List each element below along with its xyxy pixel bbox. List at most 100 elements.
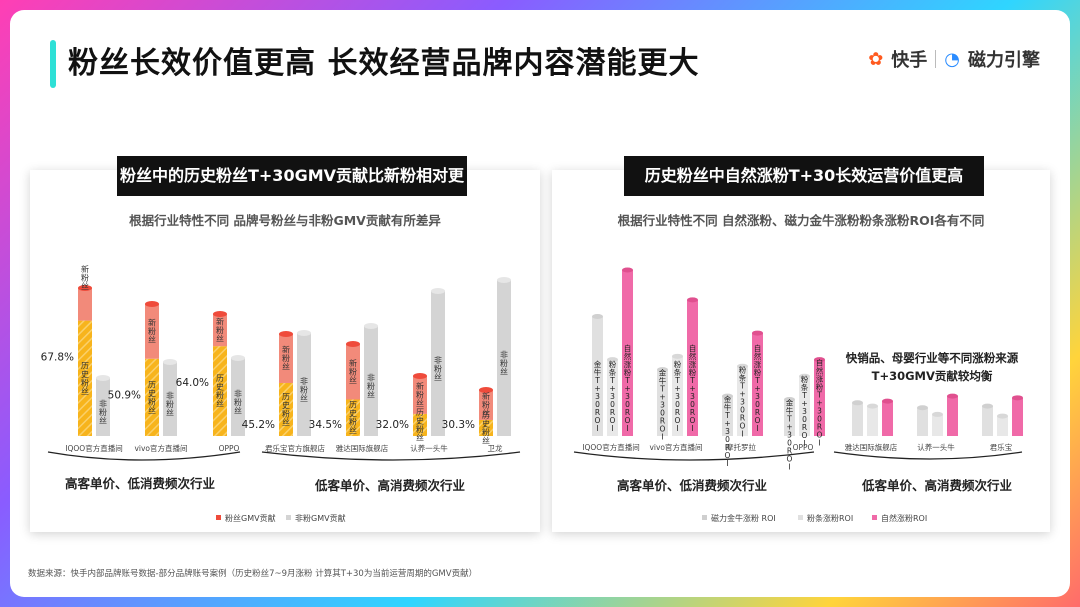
roi-bar <box>867 406 878 436</box>
roi-bar-cap <box>867 403 878 409</box>
group-bracket <box>573 451 815 461</box>
hist-fan-bar <box>145 358 159 436</box>
pct-label: 30.3% <box>442 419 475 431</box>
legend-label: 粉条涨粉ROI <box>807 513 853 523</box>
new-fan-bar <box>479 390 493 420</box>
roi-bar <box>607 359 618 436</box>
hist-fan-bar <box>279 382 293 436</box>
roi-bar-label: 自然涨粉 T +3 0 R O I <box>816 358 824 448</box>
roi-bar-cap <box>932 411 943 417</box>
hist-fan-bar <box>479 419 493 436</box>
new-fan-bar <box>78 288 92 321</box>
new-fan-label: 新粉丝 <box>216 316 224 343</box>
group-label: 低客单价、高消费频次行业 <box>314 478 466 493</box>
nonfan-bar-cap <box>96 375 110 381</box>
roi-bar-cap <box>752 330 763 336</box>
category-label: IQOO官方直播间 <box>582 442 639 452</box>
roi-bar-cap <box>592 313 603 319</box>
hist-fan-label: 历史粉丝 <box>81 361 89 396</box>
roi-bar-label: 自然涨粉 T +3 0 R O I <box>624 343 632 433</box>
group-bracket <box>261 451 521 461</box>
legend-swatch-fan <box>216 515 221 520</box>
new-fan-bar <box>213 314 227 347</box>
group-bracket <box>833 451 1023 460</box>
roi-bar-cap <box>1012 395 1023 401</box>
roi-bar-label: 自然涨粉 T +3 0 R O I <box>689 343 697 433</box>
new-fan-bar <box>145 304 159 359</box>
legend-label-fan: 粉丝GMV贡献 <box>225 513 276 523</box>
roi-bar <box>672 356 683 436</box>
cili-logo-icon: ◔ <box>944 48 960 70</box>
new-fan-label: 新粉丝 <box>416 381 424 408</box>
category-label: 卫龙 <box>488 443 503 453</box>
roi-bar-cap <box>687 297 698 303</box>
chart-panel-left: 粉丝中的历史粉丝T+30GMV贡献比新粉相对更强 根据行业特性不同 品牌号粉丝与… <box>30 156 540 532</box>
nonfan-bar <box>297 333 311 436</box>
roi-bar-label: 粉条 T +3 0 R O I <box>801 374 809 448</box>
new-fan-bar-cap <box>213 311 227 317</box>
new-fan-label: 新粉丝 <box>482 391 490 418</box>
legend-swatch <box>702 515 707 520</box>
category-label: IQOO官方直播间 <box>65 443 122 453</box>
roi-bar-label: 粉条 T +3 0 R O I <box>674 359 682 433</box>
new-fan-label: 新粉丝 <box>282 345 290 372</box>
chart-title-left: 粉丝中的历史粉丝T+30GMV贡献比新粉相对更强 <box>117 156 467 225</box>
pct-label: 50.9% <box>108 390 141 402</box>
nonfan-bar <box>231 358 245 436</box>
legend-label-nonfan: 非粉GMV贡献 <box>295 513 346 523</box>
category-label: 摩托罗拉 <box>726 442 756 452</box>
new-fan-bar-cap <box>279 331 293 337</box>
nonfan-label: 非粉丝 <box>300 376 308 403</box>
roi-bar-label: 粉条 T +3 0 R O I <box>739 364 747 438</box>
legend-swatch <box>798 515 803 520</box>
roi-bar <box>814 359 825 436</box>
roi-bar-label: 金牛 T +3 0 R O I <box>594 359 602 433</box>
roi-bar <box>1012 397 1023 436</box>
category-label: 君乐宝官方旗舰店 <box>265 443 325 453</box>
roi-bar-label: 粉条 T +3 0 R O I <box>609 359 617 433</box>
roi-bar <box>737 366 748 436</box>
roi-bar-cap <box>799 373 810 379</box>
pct-label: 67.8% <box>41 352 74 364</box>
cili-logo-text: 磁力引擎 <box>968 50 1040 71</box>
logo-divider <box>935 50 937 68</box>
annotation-line: T+30GMV贡献较均衡 <box>872 369 993 383</box>
roi-bar <box>917 407 928 436</box>
slide: 粉丝长效价值更高 长效经营品牌内容潜能更大 ✿ 快手 ◔ 磁力引擎 粉丝中的历史… <box>10 10 1070 597</box>
new-fan-label: 新粉丝 <box>81 264 89 291</box>
pct-label: 45.2% <box>242 419 275 431</box>
roi-bar-cap <box>882 398 893 404</box>
nonfan-bar <box>96 378 110 436</box>
nonfan-bar-cap <box>364 323 378 329</box>
chart-right-svg: 金牛 T +3 0 R O I 粉条 T +3 0 R O I 自然涨粉 T +3 0 R O I IQOO官方直播间 金牛… <box>573 267 1023 523</box>
roi-bar-cap <box>814 357 825 363</box>
roi-bar <box>947 396 958 436</box>
roi-bar <box>799 376 810 436</box>
logo: ✿ 快手 ◔ 磁力引擎 <box>868 46 1040 72</box>
title-accent <box>50 40 56 88</box>
roi-bar-cap <box>672 353 683 359</box>
category-label: OPPO <box>219 444 240 453</box>
new-fan-bar-cap <box>346 341 360 347</box>
roi-bar-cap <box>852 400 863 406</box>
roi-bar <box>752 333 763 436</box>
new-fan-bar-cap <box>479 387 493 393</box>
annotation-line: 快销品、母婴行业等不同涨粉来源 <box>845 351 1019 365</box>
nonfan-label: 非粉丝 <box>99 398 107 425</box>
roi-bar-cap <box>722 393 733 399</box>
new-fan-bar <box>346 344 360 400</box>
new-fan-label: 新粉丝 <box>148 318 156 345</box>
kuaishou-logo-text: 快手 <box>891 50 928 71</box>
legend-swatch <box>872 515 877 520</box>
roi-bar <box>657 369 668 436</box>
nonfan-label: 非粉丝 <box>166 390 174 417</box>
new-fan-label: 新粉丝 <box>349 358 357 385</box>
nonfan-bar <box>364 326 378 436</box>
legend-label: 自然涨粉ROI <box>881 513 927 523</box>
group-label: 低客单价、高消费频次行业 <box>861 478 1013 493</box>
nonfan-bar-cap <box>497 277 511 283</box>
nonfan-label: 非粉丝 <box>434 355 442 382</box>
roi-bar-cap <box>657 367 668 373</box>
category-label: OPPO <box>793 443 814 452</box>
chart-title-right: 历史粉丝中自然涨粉T+30长效运营价值更高 <box>624 156 984 196</box>
